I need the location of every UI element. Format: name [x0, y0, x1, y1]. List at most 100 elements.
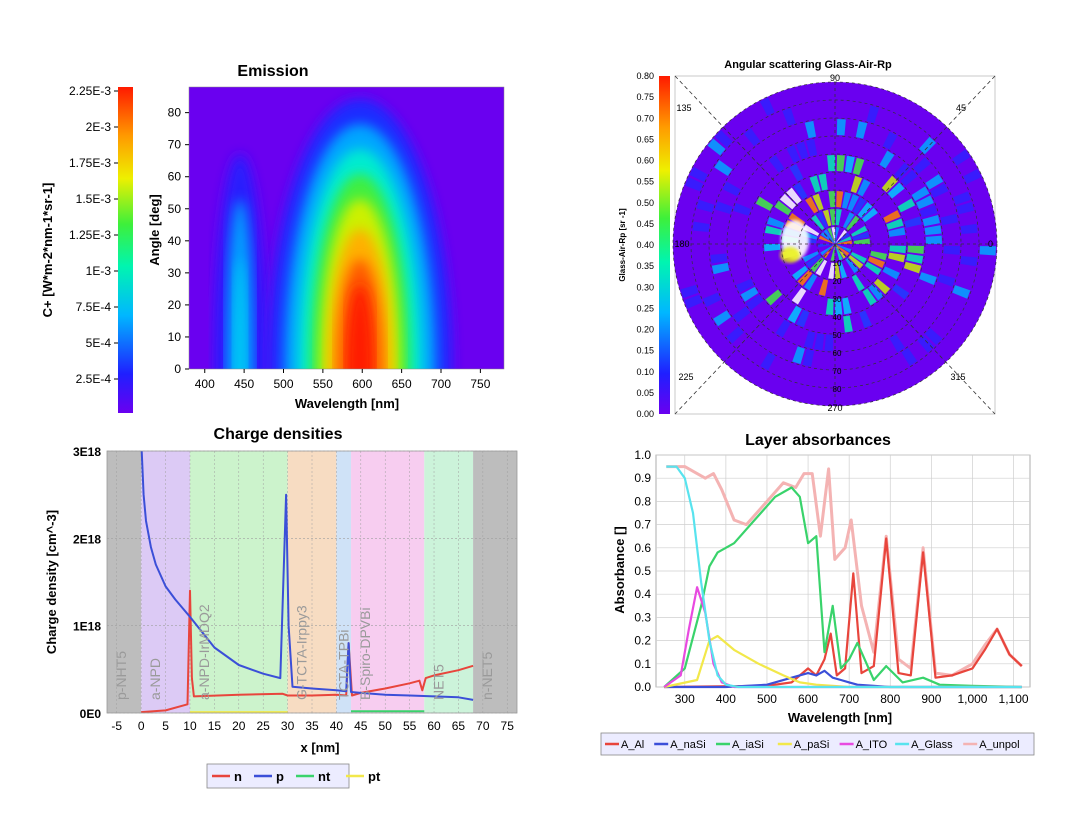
charge-layer-label: n-NET5 [479, 652, 495, 700]
polar-scatter-cell [960, 223, 978, 235]
absorbance-series-A_iaSi [663, 486, 1022, 689]
polar-scatter-cell [823, 229, 835, 244]
charge-xtick-label: 35 [305, 719, 319, 733]
polar-scatter-cell [830, 244, 835, 261]
polar-scatter-cell [943, 245, 960, 255]
polar-scatter-cell [835, 244, 850, 257]
polar-scatter-cell [827, 227, 835, 244]
absorbance-ytick-label: 1.0 [634, 448, 651, 462]
absorbance-ytick-label: 0.0 [634, 680, 651, 694]
polar-angle-label: 135 [676, 103, 691, 113]
polar-scatter-cell [702, 292, 721, 307]
polar-scatter-cell [906, 253, 924, 264]
polar-scatter-cell [930, 183, 949, 198]
polar-scatter-cell [852, 197, 867, 215]
polar-scatter-cell [818, 173, 828, 191]
polar-scatter-cell [707, 138, 726, 156]
emission-ylabel: Angle [deg] [147, 194, 162, 266]
polar-scatter-cell [919, 205, 938, 218]
polar-scatter-cell [857, 202, 873, 218]
polar-scatter-cell [733, 203, 751, 216]
polar-scatter-cell [822, 209, 832, 227]
polar-scatter-cell [889, 334, 905, 353]
absorbance-ytick-label: 0.8 [634, 494, 651, 508]
polar-radial-label: 10 [833, 259, 842, 268]
polar-scatter-cell [866, 105, 880, 124]
absorbance-series-A_Glass [666, 465, 1022, 689]
polar-colorbar-tick-label: 0.30 [636, 282, 654, 292]
absorbance-legend: A_Al A_naSi A_iaSi A_paSi A_ITO A_Glass A_unpo… [600, 732, 1035, 756]
polar-scatter-cell [979, 246, 996, 256]
polar-scatter-cell [802, 349, 815, 367]
polar-angle-label: 0 [988, 239, 993, 249]
polar-scatter-cell [883, 210, 901, 223]
absorbance-ytick-label: 0.6 [634, 541, 651, 555]
polar-scatter-cell [888, 227, 906, 237]
polar-scatter-cell [732, 306, 751, 323]
polar-colorbar-tick-label: 0.70 [636, 113, 654, 123]
polar-scatter-cell [684, 177, 704, 192]
charge-layer-band [351, 451, 425, 713]
polar-scatter-cell [846, 215, 860, 231]
polar-scatter-cell [937, 274, 956, 287]
polar-angle-label: 270 [827, 403, 842, 413]
absorbance-title: Layer absorbances [745, 432, 891, 449]
polar-scatter-cell [746, 294, 764, 311]
polar-colorbar-tick-label: 0.05 [636, 388, 654, 398]
absorbance-legend-label: A_ITO [856, 739, 888, 751]
polar-scatter-cell [850, 175, 863, 194]
polar-scatter-cell [953, 191, 972, 205]
polar-scatter-cell [882, 266, 900, 280]
polar-scatter-cell [775, 319, 791, 338]
polar-radial-label: 80 [833, 385, 842, 394]
charge-ylabel: Charge density [cm^-3] [44, 510, 59, 654]
charge-legend: n p nt pt [206, 763, 381, 789]
polar-scatter-cell [847, 194, 860, 212]
absorbance-ytick-label: 0.2 [634, 634, 651, 648]
polar-colorbar [659, 76, 670, 414]
polar-scatter-cell [881, 175, 898, 193]
charge-legend-label: nt [318, 769, 331, 784]
polar-scatter-cell [843, 315, 853, 333]
polar-scatter-cell [861, 207, 878, 223]
absorbance-ytick-label: 0.7 [634, 518, 651, 532]
absorbance-xtick-label: 300 [675, 692, 695, 706]
polar-scatter-cell [845, 257, 859, 274]
charge-series-p [140, 450, 474, 701]
polar-radial-label: 20 [833, 277, 842, 286]
absorbance-legend-label: A_iaSi [732, 739, 764, 751]
emission-xtick-label: 700 [431, 377, 451, 391]
polar-scatter-cell [859, 310, 872, 329]
absorbance-series-A_paSi [663, 634, 1022, 689]
absorbance-xtick-label: 900 [921, 692, 941, 706]
absorbance-ytick-label: 0.1 [634, 657, 651, 671]
polar-scatter-cell [852, 231, 870, 241]
polar-colorbar-tick-label: 0.50 [636, 198, 654, 208]
charge-layer-label: a-NPD [147, 658, 163, 700]
emission-colorbar-tick-label: 1E-3 [86, 264, 112, 278]
charge-xlabel: x [nm] [301, 740, 340, 755]
emission-colorbar-tick-label: 2E-3 [86, 120, 112, 134]
polar-angle-label: 315 [950, 372, 965, 382]
charge-layer-label: a-NPD-IrMDQ2 [196, 604, 212, 700]
emission-xtick-label: 650 [392, 377, 412, 391]
polar-scatter-cell [901, 347, 918, 366]
polar-scatter-cell [867, 256, 885, 269]
polar-scatter-cell [764, 225, 782, 236]
emission-colorbar-tick-label: 1.25E-3 [69, 228, 111, 242]
polar-scatter-cell [818, 235, 835, 244]
polar-scatter-cell [792, 265, 809, 281]
polar-scatter-cell [960, 255, 978, 267]
polar-scatter-cell [882, 131, 898, 150]
polar-scatter-cell [835, 229, 848, 244]
polar-scatter-cell [766, 216, 785, 229]
polar-scatter-cell [903, 261, 922, 274]
emission-ytick-label: 40 [168, 234, 182, 248]
polar-scatter-cell [814, 333, 825, 351]
charge-ytick-label: 0E0 [80, 707, 102, 721]
polar-scatter-cell [900, 169, 918, 187]
polar-scatter-cell [796, 309, 810, 328]
polar-scatter-cell [904, 216, 922, 228]
polar-scatter-cell [835, 244, 843, 261]
charge-layer-band [107, 451, 142, 713]
